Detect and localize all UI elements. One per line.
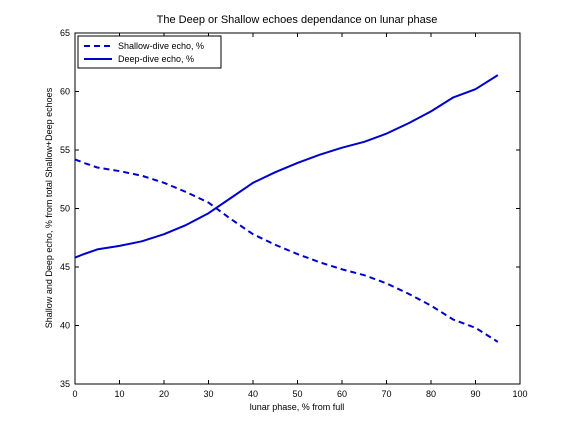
legend-box <box>77 35 222 69</box>
series-line-shallow-dive-echo <box>74 158 499 343</box>
x-axis-label: lunar phase, % from full <box>250 402 345 412</box>
x-tick-label: 90 <box>470 389 480 399</box>
series-line-deep-dive-echo <box>74 74 499 259</box>
y-axis-label: Shallow and Deep echo, % from total Shal… <box>44 87 54 328</box>
chart-title: The Deep or Shallow echoes dependance on… <box>157 14 438 26</box>
y-tick-label: 50 <box>60 204 70 214</box>
y-tick-label: 45 <box>60 262 70 272</box>
x-tick-label: 50 <box>292 389 302 399</box>
x-tick-label: 70 <box>381 389 391 399</box>
plot-area: 0 10 20 30 40 50 60 70 80 90 100 35 40 45 50 55 60 65 <box>60 28 528 399</box>
y-tick-label: 60 <box>60 87 70 97</box>
x-tick-label: 20 <box>159 389 169 399</box>
x-tick-label: 60 <box>337 389 347 399</box>
legend: Shallow-dive echo, % Deep-dive echo, % <box>77 35 222 69</box>
legend-label: Shallow-dive echo, % <box>118 41 204 51</box>
legend-label: Deep-dive echo, % <box>118 54 194 64</box>
y-tick-label: 55 <box>60 145 70 155</box>
y-tick-label: 40 <box>60 321 70 331</box>
x-tick-label: 0 <box>72 389 77 399</box>
x-tick-label: 40 <box>248 389 258 399</box>
x-tick-label: 80 <box>426 389 436 399</box>
x-tick-label: 10 <box>114 389 124 399</box>
y-tick-label: 65 <box>60 28 70 38</box>
y-tick-label: 35 <box>60 379 70 389</box>
x-tick-label: 30 <box>203 389 213 399</box>
x-tick-label: 100 <box>512 389 527 399</box>
